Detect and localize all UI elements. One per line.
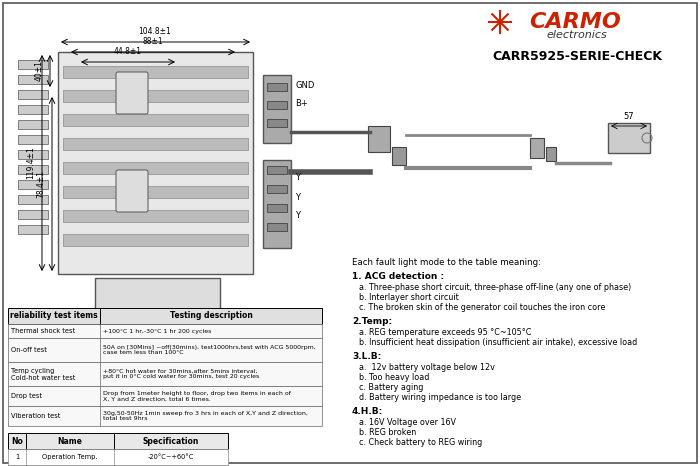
Bar bbox=[95, 278, 220, 336]
Text: Name: Name bbox=[57, 437, 83, 445]
Text: 88±1: 88±1 bbox=[143, 37, 163, 46]
Text: reliability test items: reliability test items bbox=[10, 311, 98, 321]
Bar bbox=[18, 60, 48, 69]
Bar bbox=[263, 160, 291, 248]
Bar bbox=[18, 195, 48, 204]
Bar bbox=[267, 101, 287, 109]
Bar bbox=[546, 147, 556, 161]
Text: c. The broken skin of the generator coil touches the iron core: c. The broken skin of the generator coil… bbox=[359, 303, 606, 312]
Bar bbox=[18, 135, 48, 144]
Text: CARMO: CARMO bbox=[529, 12, 621, 32]
Text: Operation Temp.: Operation Temp. bbox=[42, 454, 98, 460]
Text: Drop from 1meter height to floor, drop two items in each of
X, Y and Z direction: Drop from 1meter height to floor, drop t… bbox=[103, 391, 291, 401]
Text: Y: Y bbox=[295, 212, 300, 220]
Text: c. Battery aging: c. Battery aging bbox=[359, 383, 424, 392]
Bar bbox=[63, 162, 248, 174]
Text: 78.4±1: 78.4±1 bbox=[36, 170, 45, 198]
Text: CARR5925-SERIE-CHECK: CARR5925-SERIE-CHECK bbox=[492, 50, 662, 63]
Bar bbox=[18, 165, 48, 174]
Text: b. Insufficient heat dissipation (insufficient air intake), excessive load: b. Insufficient heat dissipation (insuff… bbox=[359, 338, 637, 347]
Text: -20°C~+60°C: -20°C~+60°C bbox=[148, 454, 194, 460]
Bar bbox=[267, 223, 287, 231]
Text: Thermal shock test: Thermal shock test bbox=[11, 328, 75, 334]
Text: On-off test: On-off test bbox=[11, 347, 47, 353]
Bar bbox=[267, 204, 287, 212]
Bar bbox=[267, 119, 287, 127]
Text: 50A on [30Mins] ~off(30mins), test1000hrs,test with ACG 5000rpm,
case tem less t: 50A on [30Mins] ~off(30mins), test1000hr… bbox=[103, 344, 316, 356]
Text: c. Check battery to REG wiring: c. Check battery to REG wiring bbox=[359, 438, 482, 447]
Bar bbox=[18, 150, 48, 159]
Text: 119.4±1: 119.4±1 bbox=[26, 147, 35, 179]
Text: 44.8±1: 44.8±1 bbox=[114, 47, 142, 56]
Bar bbox=[392, 147, 406, 165]
Text: a. 16V Voltage over 16V: a. 16V Voltage over 16V bbox=[359, 418, 456, 427]
Text: 40±1: 40±1 bbox=[35, 61, 44, 82]
Text: d. Battery wiring impedance is too large: d. Battery wiring impedance is too large bbox=[359, 393, 521, 402]
Bar bbox=[8, 338, 322, 362]
Bar bbox=[63, 138, 248, 150]
Text: 3.L.B:: 3.L.B: bbox=[352, 352, 382, 361]
Bar bbox=[530, 138, 544, 158]
Bar bbox=[58, 52, 253, 274]
Text: b. Interlayer short circuit: b. Interlayer short circuit bbox=[359, 293, 458, 302]
Text: Y: Y bbox=[295, 192, 300, 201]
Text: 30g,50-50Hz 1min sweep fro 3 hrs in each of X,Y and Z direction,
total test 9hrs: 30g,50-50Hz 1min sweep fro 3 hrs in each… bbox=[103, 411, 308, 421]
Bar bbox=[267, 185, 287, 193]
Text: 104.8±1: 104.8±1 bbox=[139, 27, 172, 36]
Text: a. Three-phase short circuit, three-phase off-line (any one of phase): a. Three-phase short circuit, three-phas… bbox=[359, 283, 631, 292]
Bar bbox=[18, 210, 48, 219]
Bar bbox=[63, 66, 248, 78]
Text: Viberation test: Viberation test bbox=[11, 413, 60, 419]
Bar bbox=[63, 234, 248, 246]
Bar bbox=[63, 114, 248, 126]
Bar bbox=[128, 336, 180, 350]
Text: GND: GND bbox=[295, 82, 314, 90]
FancyBboxPatch shape bbox=[116, 170, 148, 212]
Text: 2.Temp:: 2.Temp: bbox=[352, 317, 392, 326]
Text: b. REG broken: b. REG broken bbox=[359, 428, 416, 437]
Bar bbox=[368, 126, 390, 152]
Text: Specification: Specification bbox=[143, 437, 199, 445]
Bar bbox=[8, 406, 322, 426]
Bar bbox=[8, 324, 322, 338]
Bar bbox=[608, 123, 650, 153]
Text: a. REG temperature exceeds 95 °C~105°C: a. REG temperature exceeds 95 °C~105°C bbox=[359, 328, 531, 337]
Text: b. Too heavy load: b. Too heavy load bbox=[359, 373, 429, 382]
Text: Temp cycling
Cold-hot water test: Temp cycling Cold-hot water test bbox=[11, 368, 76, 381]
Text: electronics: electronics bbox=[547, 30, 608, 40]
Text: Drop test: Drop test bbox=[11, 393, 42, 399]
Bar bbox=[267, 83, 287, 91]
Text: 4.H.B:: 4.H.B: bbox=[352, 407, 384, 416]
Text: Each fault light mode to the table meaning:: Each fault light mode to the table meani… bbox=[352, 258, 541, 267]
Text: +80°C hot water for 30mins,after 5mins interval,
put it in 0°C cold water for 30: +80°C hot water for 30mins,after 5mins i… bbox=[103, 369, 259, 379]
Bar bbox=[8, 433, 228, 449]
Text: Testing description: Testing description bbox=[169, 311, 253, 321]
FancyBboxPatch shape bbox=[116, 72, 148, 114]
Bar bbox=[8, 362, 322, 386]
Bar bbox=[63, 186, 248, 198]
Text: 1. ACG detection :: 1. ACG detection : bbox=[352, 272, 444, 281]
Bar bbox=[8, 465, 228, 466]
Text: 1: 1 bbox=[15, 454, 19, 460]
Bar bbox=[18, 90, 48, 99]
Bar bbox=[18, 120, 48, 129]
Bar bbox=[63, 90, 248, 102]
Bar bbox=[18, 225, 48, 234]
Text: 57: 57 bbox=[624, 112, 634, 121]
Text: No: No bbox=[11, 437, 23, 445]
Bar bbox=[8, 308, 322, 324]
Text: B+: B+ bbox=[295, 100, 308, 109]
Text: a.  12v battery voltage below 12v: a. 12v battery voltage below 12v bbox=[359, 363, 495, 372]
Bar bbox=[18, 180, 48, 189]
Bar bbox=[263, 75, 291, 143]
Bar bbox=[8, 386, 322, 406]
Bar bbox=[18, 105, 48, 114]
Bar bbox=[8, 449, 228, 465]
Text: +100°C 1 hr,-30°C 1 hr 200 cycles: +100°C 1 hr,-30°C 1 hr 200 cycles bbox=[103, 329, 211, 334]
Bar bbox=[267, 166, 287, 174]
Bar bbox=[18, 75, 48, 84]
Text: Y: Y bbox=[295, 173, 300, 183]
Bar bbox=[63, 210, 248, 222]
